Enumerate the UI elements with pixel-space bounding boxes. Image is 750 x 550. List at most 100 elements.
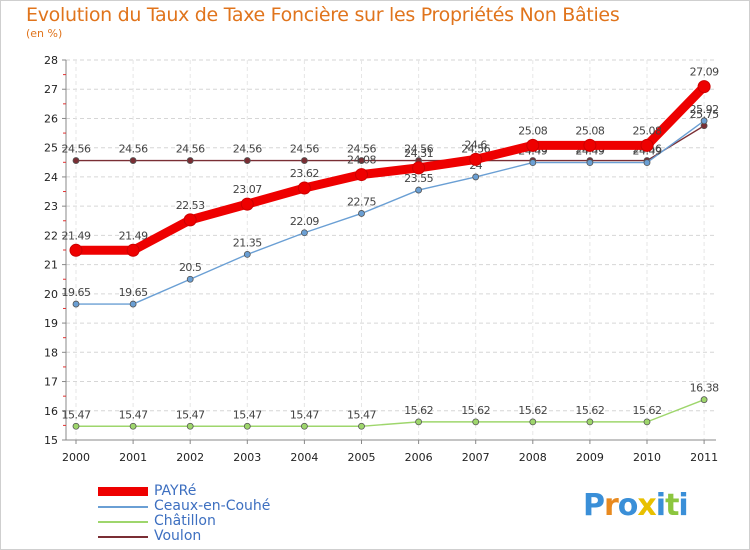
data-point-payr — [640, 138, 654, 152]
x-tick-label: 2002 — [176, 451, 204, 464]
data-label-voulon: 24.56 — [347, 143, 376, 156]
data-point-ceauxencouh — [186, 275, 194, 283]
legend-entry-chatillon[interactable]: Châtillon — [98, 514, 358, 529]
x-tick-label: 2003 — [233, 451, 261, 464]
data-label-chtillon: 15.47 — [347, 408, 376, 421]
data-point-payr — [526, 138, 540, 152]
data-label-ceauxencouh: 19.65 — [62, 286, 91, 299]
data-point-ceauxencouh — [415, 186, 423, 194]
data-label-ceauxencouh: 20.5 — [179, 261, 202, 274]
proxiti-logo[interactable]: Proxiti — [583, 488, 689, 523]
data-label-chtillon: 15.47 — [176, 408, 205, 421]
y-tick-label: 15 — [44, 434, 58, 447]
chart-title: Evolution du Taux de Taxe Foncière sur l… — [26, 4, 620, 26]
data-point-chtillon — [529, 418, 537, 426]
data-point-ceauxencouh — [529, 159, 537, 167]
y-tick-label: 23 — [44, 200, 58, 213]
logo-letter: t — [665, 488, 679, 523]
logo-letter: r — [604, 488, 619, 523]
legend-entry-ceaux[interactable]: Ceaux-en-Couhé — [98, 499, 358, 514]
data-point-chtillon — [700, 396, 708, 404]
legend-label-ceaux: Ceaux-en-Couhé — [154, 498, 271, 514]
x-tick-label: 2010 — [633, 451, 661, 464]
data-point-chtillon — [129, 422, 137, 430]
data-point-payr — [469, 152, 483, 166]
y-tick-label: 25 — [44, 142, 58, 155]
data-label-voulon: 24.56 — [461, 143, 490, 156]
data-point-chtillon — [415, 418, 423, 426]
data-label-ceauxencouh: 23.55 — [404, 172, 433, 185]
data-point-voulon — [186, 157, 194, 164]
x-tick-label: 2000 — [62, 451, 90, 464]
data-point-voulon — [243, 157, 251, 164]
series-line-ceauxencouh — [75, 120, 705, 305]
data-point-ceauxencouh — [586, 159, 594, 167]
x-tick-label: 2009 — [576, 451, 604, 464]
legend-label-voulon: Voulon — [154, 528, 202, 544]
x-tick-label: 2007 — [462, 451, 490, 464]
data-label-ceauxencouh: 22.75 — [347, 195, 376, 208]
data-point-ceauxencouh — [643, 159, 651, 167]
data-point-ceauxencouh — [700, 117, 708, 125]
data-label-chtillon: 15.62 — [461, 404, 490, 417]
data-label-payr: 21.49 — [62, 229, 91, 242]
legend: PAYRé Ceaux-en-Couhé Châtillon Voulon — [98, 484, 358, 544]
data-point-payr — [126, 243, 140, 257]
y-tick-label: 24 — [44, 171, 58, 184]
x-tick-label: 2005 — [348, 451, 376, 464]
data-label-chtillon: 15.47 — [119, 408, 148, 421]
data-label-chtillon: 15.47 — [233, 408, 262, 421]
data-label-voulon: 24.56 — [404, 143, 433, 156]
data-point-ceauxencouh — [243, 250, 251, 258]
series-line-chtillon — [75, 398, 705, 427]
data-point-voulon — [358, 157, 365, 164]
legend-swatch-ceaux — [98, 506, 148, 508]
data-point-ceauxencouh — [129, 300, 137, 308]
data-point-payr — [297, 181, 311, 195]
data-label-payr: 23.62 — [290, 167, 319, 180]
data-point-chtillon — [358, 422, 365, 430]
y-tick-label: 17 — [44, 376, 58, 389]
x-tick-label: 2006 — [405, 451, 433, 464]
data-point-voulon — [129, 157, 137, 164]
legend-swatch-chatillon — [98, 521, 148, 523]
data-point-ceauxencouh — [358, 210, 365, 217]
data-label-payr: 25.08 — [575, 124, 604, 137]
legend-entry-voulon[interactable]: Voulon — [98, 529, 358, 544]
y-tick-label: 19 — [44, 317, 58, 330]
data-label-payr: 24.08 — [347, 154, 376, 167]
series-line-voulon — [75, 125, 705, 162]
legend-swatch-voulon — [98, 536, 148, 538]
y-unit-label: (en %) — [26, 27, 63, 40]
data-label-payr: 24.6 — [464, 138, 487, 151]
data-point-ceauxencouh — [72, 300, 80, 308]
data-label-chtillon: 16.38 — [690, 382, 719, 395]
data-label-payr: 27.09 — [690, 66, 719, 79]
data-label-chtillon: 15.62 — [633, 404, 662, 417]
data-point-payr — [583, 138, 597, 152]
data-point-payr — [183, 213, 197, 227]
data-label-chtillon: 15.62 — [404, 404, 433, 417]
x-tick-label: 2004 — [290, 451, 318, 464]
data-point-chtillon — [586, 418, 594, 426]
data-label-voulon: 24.56 — [176, 143, 205, 156]
y-tick-label: 27 — [44, 83, 58, 96]
y-tick-label: 20 — [44, 288, 58, 301]
x-tick-label: 2001 — [119, 451, 147, 464]
data-point-chtillon — [72, 422, 80, 430]
data-label-payr: 23.07 — [233, 183, 262, 196]
data-label-chtillon: 15.62 — [518, 404, 547, 417]
data-label-chtillon: 15.47 — [62, 408, 91, 421]
data-label-payr: 24.31 — [404, 147, 433, 160]
legend-entry-payre[interactable]: PAYRé — [98, 484, 358, 499]
logo-letter: i — [655, 488, 666, 523]
data-label-voulon: 24.56 — [62, 143, 91, 156]
x-tick-label: 2008 — [519, 451, 547, 464]
data-label-ceauxencouh: 21.35 — [233, 236, 262, 249]
logo-letter: o — [617, 488, 639, 523]
y-tick-label: 26 — [44, 112, 58, 125]
legend-label-chatillon: Châtillon — [154, 513, 216, 529]
data-label-voulon: 24.56 — [119, 143, 148, 156]
